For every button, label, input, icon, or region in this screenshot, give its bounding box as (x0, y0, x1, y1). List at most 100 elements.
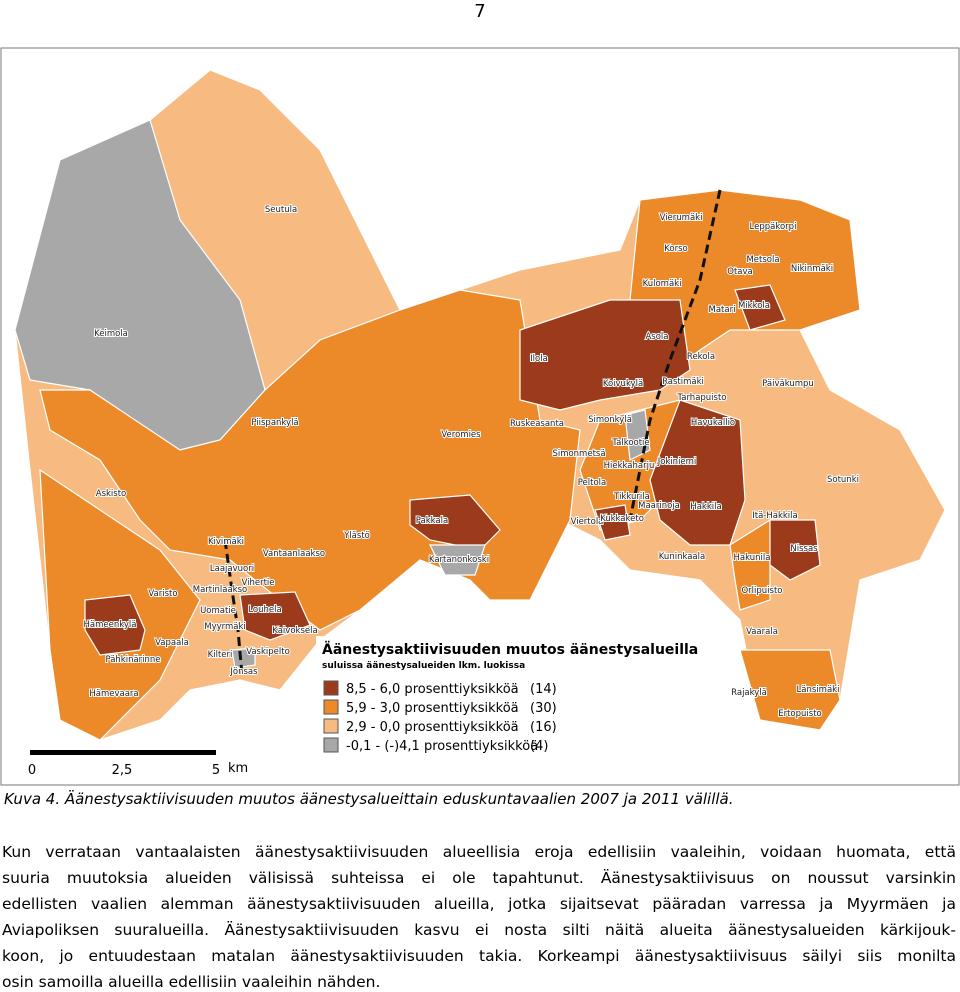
map-area (734, 284, 786, 331)
map-area (84, 594, 146, 656)
legend-count: (4) (530, 739, 548, 754)
region-label: Vaskipelto (246, 647, 290, 657)
region-label: Rekola (687, 352, 715, 362)
map-area (429, 544, 486, 576)
map-area (729, 518, 771, 611)
region-label: Tikkurila (613, 492, 650, 502)
region-label: Rajakylä (731, 688, 767, 698)
region-label: Ilola (530, 354, 548, 364)
region-label: Asola (645, 332, 668, 342)
region-label: Metsola (746, 255, 779, 265)
text-line: osin samoilla alueilla edellisiin vaalei… (2, 973, 381, 991)
region-label: Kulomäki (643, 279, 682, 289)
text-line: koon, jo entuudestaan matalan äänestysak… (2, 947, 956, 965)
region-label: Jokiniemi (657, 457, 697, 467)
region-label: Leppäkorpi (750, 222, 797, 232)
map-area (594, 504, 631, 541)
text-line: suuria muutoksia alueiden välisissä suht… (2, 869, 956, 887)
scale-label: 2,5 (112, 763, 133, 778)
region-label: Länsimäki (797, 685, 840, 695)
region-label: Kaivoksela (272, 626, 317, 636)
region-label: Simonkylä (588, 415, 632, 425)
legend-swatch (323, 718, 339, 734)
legend-swatch (323, 680, 339, 696)
region-label: Tarhapuisto (676, 393, 726, 403)
region-label: Viertola (571, 517, 604, 527)
legend-title: Äänestysaktiivisuuden muutos äänestysalu… (322, 641, 698, 658)
text-line: Aviapoliksen suuralueilla. Äänestysaktii… (2, 921, 956, 939)
map: Äänestysaktiivisuuden muutos äänestysalu… (0, 47, 960, 786)
region-label: Keimola (94, 329, 128, 339)
region-label: Kilteri (208, 650, 233, 660)
region-label: Vihertie (241, 578, 274, 588)
legend-label: 5,9 - 3,0 prosenttiyksikköä (346, 701, 519, 716)
region-label: Päiväkumpu (762, 379, 814, 389)
region-label: Talkootie (611, 438, 649, 448)
region-label: Korso (664, 244, 687, 254)
scale-label: 5 (212, 763, 220, 778)
region-label: Ruskeasanta (510, 419, 564, 429)
region-label: Rastimäki (662, 377, 704, 387)
region-label: Veromies (441, 430, 481, 440)
region-label: Hämevaara (89, 689, 138, 699)
map-area (649, 399, 746, 546)
region-label: Orlipuisto (741, 586, 782, 596)
region-label: Vaarala (746, 627, 778, 637)
region-label: Ylästö (343, 531, 370, 541)
railway (628, 189, 722, 521)
region-label: Ertopuisto (778, 709, 822, 719)
region-label: Piispankylä (251, 418, 298, 428)
region-label: Louhela (248, 605, 281, 615)
region-label: Uomatie (200, 606, 236, 616)
region-label: Nikinmäki (791, 264, 833, 274)
map-area (739, 649, 841, 731)
region-label: Kuninkaala (659, 552, 705, 562)
region-label: Kartanonkoski (429, 555, 489, 565)
region-label: Kivimäki (208, 537, 244, 547)
region-label: Vierumäki (660, 213, 703, 223)
legend-count: (16) (530, 720, 557, 735)
map-area (769, 519, 821, 581)
region-label: Hämeenkylä (84, 620, 137, 630)
region-label: Otava (727, 267, 752, 277)
figure-caption: Kuva 4. Äänestysaktiivisuuden muutos ään… (4, 790, 734, 808)
region-label: Maarinoja (638, 501, 680, 511)
legend-label: -0,1 - (-)4,1 prosenttiyksikköä (346, 739, 538, 754)
region-label: Jönsas (229, 667, 258, 677)
map-area (239, 591, 311, 641)
region-label: Pakkala (416, 516, 448, 526)
region-label: Hiekkaharju (604, 461, 655, 471)
region-label: Koivukylä (603, 379, 643, 389)
region-label: Simonmetsä (552, 449, 605, 459)
region-label: Peltola (578, 478, 607, 488)
text-line: edellisten vaalien alemman äänestysaktii… (2, 895, 956, 913)
region-label: Sotunki (827, 475, 859, 485)
region-label: Havukallio (691, 418, 735, 428)
region-label: Seutula (265, 205, 297, 215)
region-label: Vantaanlaakso (263, 549, 325, 559)
legend-label: 2,9 - 0,0 prosenttiyksikköä (346, 720, 519, 735)
text-line: Kun verrataan vantaalaisten äänestysakti… (2, 843, 956, 861)
legend-swatch (323, 737, 339, 753)
region-label: Varisto (148, 589, 177, 599)
region-label: Martinlaakso (193, 585, 247, 595)
region-label: Pähkinärinne (105, 655, 160, 665)
region-label: Hakkila (690, 502, 721, 512)
region-label: Itä-Hakkila (752, 511, 798, 521)
region-label: Kukkaketo (600, 514, 644, 524)
region-label: Vapaala (155, 638, 189, 648)
region-label: Hakunila (734, 553, 771, 563)
region-label: Laajavuori (210, 564, 254, 574)
legend-count: (14) (530, 682, 557, 697)
legend-swatch (323, 699, 339, 715)
scale-unit: km (228, 761, 248, 776)
map-area (231, 647, 256, 669)
region-label: Askisto (96, 489, 127, 499)
legend-box (316, 636, 566, 756)
map-area (519, 299, 691, 411)
legend-label: 8,5 - 6,0 prosenttiyksikköä (346, 682, 519, 697)
region-label: Matari (709, 305, 736, 315)
railway (223, 539, 244, 676)
